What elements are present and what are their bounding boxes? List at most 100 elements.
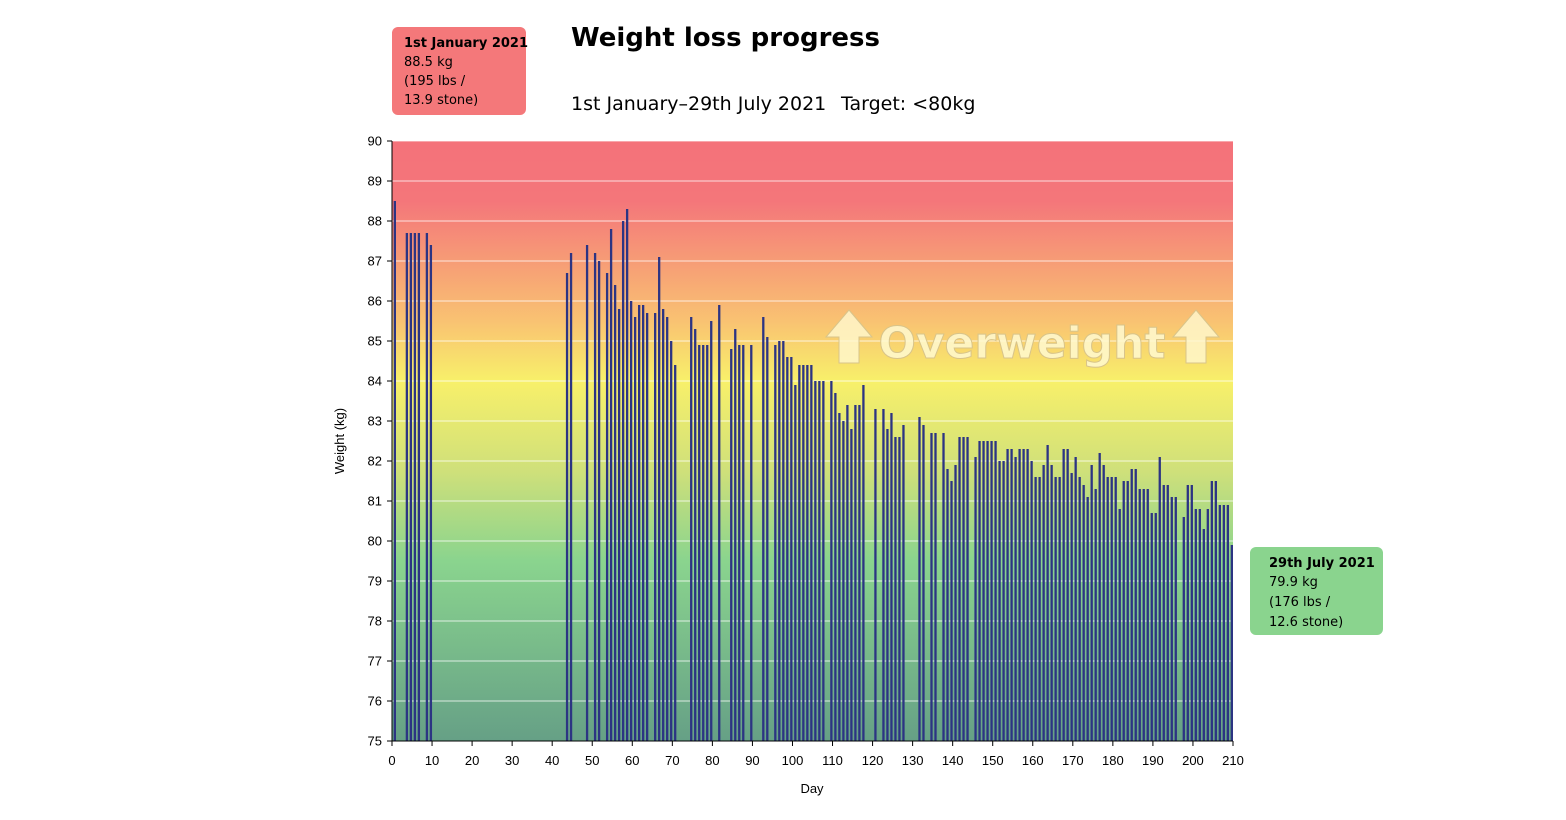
bar [958,437,961,741]
bar [1146,489,1149,741]
bar [638,305,641,741]
bar [1030,461,1033,741]
bar [694,329,697,741]
x-tick-label: 50 [585,753,599,768]
bar [854,405,857,741]
bar [1230,545,1233,741]
bar [934,433,937,741]
bar [1090,465,1093,741]
y-axis-label: Weight (kg) [332,408,347,474]
bar [1042,465,1045,741]
bar [617,309,621,741]
bar [802,365,805,741]
bar [1106,477,1109,741]
y-axis-ticks: 75 76 77 78 79 80 81 82 83 84 85 86 87 88 89 90 [368,134,392,749]
bar [1002,461,1005,741]
bar [794,385,797,741]
bar [806,365,809,741]
bar [413,233,417,741]
up-arrow-icon [824,309,874,364]
bar [998,461,1001,741]
bar [994,441,997,741]
bar [886,429,889,741]
bar [565,273,569,741]
bar [742,345,745,741]
start-card-weight: 88.5 kg [404,55,453,70]
bar [1010,449,1013,741]
x-tick-label: 10 [425,753,439,768]
chart-subtitle: 1st January–29th July 2021 [571,93,826,115]
bar [609,229,613,741]
bar [1022,449,1025,741]
bar [734,329,737,741]
y-tick-label: 80 [368,534,382,549]
y-tick-label: 77 [368,654,382,669]
overweight-label: Overweight [878,318,1165,369]
x-tick-label: 210 [1222,753,1244,768]
bar [1110,477,1113,741]
bar [798,365,801,741]
bar [597,261,601,741]
bar [1014,457,1017,741]
bar [1114,477,1117,741]
bar [1150,513,1153,741]
bar [790,357,793,741]
target-label: Target: <80kg [840,93,975,115]
bar [1162,485,1165,741]
bar [778,341,781,741]
bar [718,305,721,741]
bar [850,429,853,741]
bar [902,425,905,741]
bar [698,345,701,741]
bar [706,345,709,741]
bar [1154,513,1157,741]
x-tick-label: 190 [1142,753,1164,768]
x-tick-label: 100 [782,753,804,768]
bar [1066,449,1069,741]
overweight-overlay: Overweight [824,309,1221,370]
bar [1082,485,1085,741]
bar [409,233,413,741]
bar [986,441,989,741]
y-tick-label: 76 [368,694,382,709]
y-tick-label: 75 [368,734,382,749]
bar [842,421,845,741]
bar [898,437,901,741]
x-axis-label: Day [800,781,824,796]
bar [654,313,657,741]
bar [425,233,429,741]
x-tick-label: 90 [745,753,759,768]
y-tick-label: 90 [368,134,382,149]
bar [974,457,977,741]
x-tick-label: 160 [1022,753,1044,768]
bar [762,317,765,741]
bar [1050,465,1053,741]
x-tick-label: 80 [705,753,719,768]
bar [1134,469,1137,741]
bar [818,381,821,741]
bar [922,425,925,741]
y-tick-label: 83 [368,414,382,429]
bar [1118,509,1121,741]
bar [625,209,629,741]
bar [613,285,617,741]
bar [1126,481,1129,741]
bar [1058,477,1061,741]
bar [990,441,993,741]
bar [750,345,753,741]
y-tick-label: 82 [368,454,382,469]
bar [1174,497,1177,741]
bar [766,337,769,741]
bar [1158,457,1161,741]
bar [1226,505,1229,741]
x-tick-label: 200 [1182,753,1204,768]
y-tick-label: 81 [368,494,382,509]
bar [1074,457,1077,741]
bar [814,381,817,741]
bar [730,349,733,741]
y-tick-label: 86 [368,294,382,309]
bar [1086,497,1089,741]
bar [834,393,837,741]
bar [1102,465,1105,741]
bar [838,413,841,741]
